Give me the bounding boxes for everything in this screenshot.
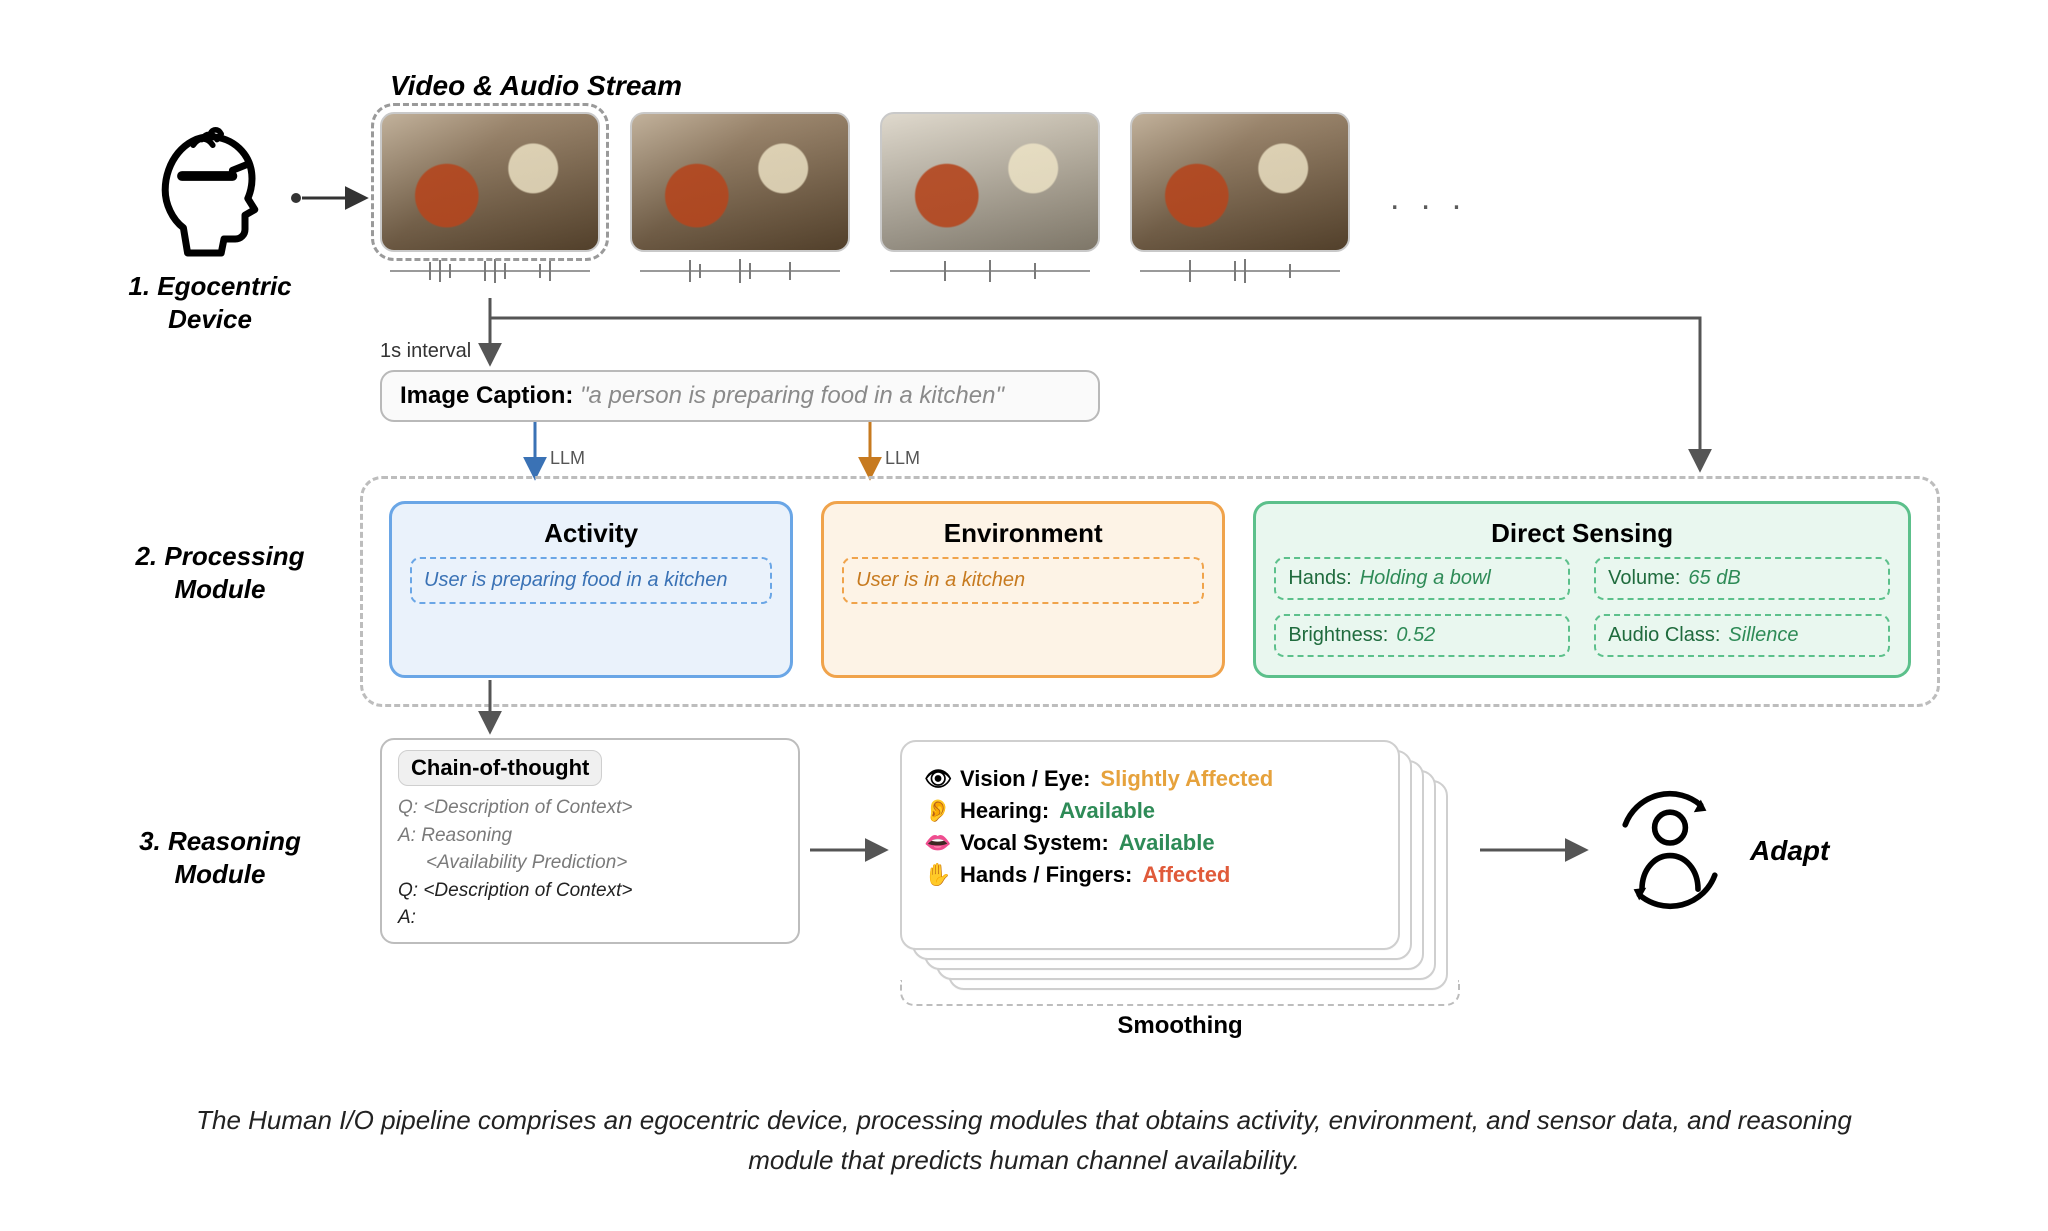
chain-of-thought-box: Chain-of-thought Q: <Description of Cont… <box>380 738 800 944</box>
sensing-grid: Hands:Holding a bowl Volume:65 dB Bright… <box>1274 557 1890 657</box>
environment-box: Environment User is in a kitchen <box>821 501 1225 678</box>
cot-line: <Availability Prediction> <box>398 849 782 877</box>
section-2-label: 2. Processing Module <box>110 540 330 605</box>
section-3-label: 3. Reasoning Module <box>110 825 330 890</box>
arrow-channels-to-adapt <box>1480 840 1590 860</box>
arrow-processing-to-reasoning <box>480 680 500 736</box>
channel-hearing: 👂Hearing: Available <box>924 798 1376 824</box>
channel-hands: ✋Hands / Fingers: Affected <box>924 862 1376 888</box>
section-1-label: 1. Egocentric Device <box>110 270 310 335</box>
eye-icon: 👁 <box>924 766 950 792</box>
caption-label: Image Caption: <box>400 382 573 409</box>
activity-box: Activity User is preparing food in a kit… <box>389 501 793 678</box>
pipeline-diagram: 1. Egocentric Device Video & Audio Strea… <box>80 40 1968 1060</box>
caption-text: "a person is preparing food in a kitchen… <box>580 382 1004 409</box>
channel-card: 👁Vision / Eye: Slightly Affected 👂Hearin… <box>900 740 1400 950</box>
adapt-icon <box>1600 780 1740 925</box>
arrow-head-to-stream <box>290 188 370 208</box>
cot-line: Q: <Description of Context> <box>398 877 782 905</box>
llm-label-environment: LLM <box>885 448 920 469</box>
ear-icon: 👂 <box>924 798 950 824</box>
llm-label-activity: LLM <box>550 448 585 469</box>
sense-volume: Volume:65 dB <box>1594 557 1890 600</box>
interval-label: 1s interval <box>380 340 471 363</box>
frame-4 <box>1130 112 1350 284</box>
audio-waveform <box>390 258 590 284</box>
activity-title: Activity <box>410 518 772 549</box>
figure-caption: The Human I/O pipeline comprises an egoc… <box>80 1100 1968 1181</box>
audio-waveform <box>1140 258 1340 284</box>
egocentric-head-icon <box>140 120 280 265</box>
processing-container: Activity User is preparing food in a kit… <box>360 476 1940 707</box>
channel-vocal: 👄Vocal System: Available <box>924 830 1376 856</box>
video-frame <box>630 112 850 252</box>
environment-title: Environment <box>842 518 1204 549</box>
frame-1 <box>380 112 600 284</box>
ellipsis: . . . <box>1390 179 1467 218</box>
stream-title: Video & Audio Stream <box>390 70 682 102</box>
audio-waveform <box>640 258 840 284</box>
cot-line: A: <box>398 904 782 932</box>
video-frame <box>880 112 1100 252</box>
video-frame <box>380 112 600 252</box>
video-frames-row: . . . <box>380 112 1467 284</box>
smoothing-label: Smoothing <box>900 1012 1460 1040</box>
arrow-caption-to-environment <box>860 422 880 482</box>
frame-2 <box>630 112 850 284</box>
direct-sensing-title: Direct Sensing <box>1274 518 1890 549</box>
cot-line: Q: <Description of Context> <box>398 794 782 822</box>
direct-sensing-box: Direct Sensing Hands:Holding a bowl Volu… <box>1253 501 1911 678</box>
sense-hands: Hands:Holding a bowl <box>1274 557 1570 600</box>
adapt-label: Adapt <box>1750 835 1829 867</box>
frame-3 <box>880 112 1100 284</box>
mouth-icon: 👄 <box>924 830 950 856</box>
sense-audio-class: Audio Class:Sillence <box>1594 614 1890 657</box>
activity-text: User is preparing food in a kitchen <box>410 557 772 604</box>
audio-waveform <box>890 258 1090 284</box>
cot-line: A: Reasoning <box>398 822 782 850</box>
image-caption-box: Image Caption: "a person is preparing fo… <box>380 370 1100 422</box>
sense-brightness: Brightness:0.52 <box>1274 614 1570 657</box>
arrow-cot-to-channels <box>810 840 890 860</box>
arrow-caption-to-activity <box>525 422 545 482</box>
channel-vision: 👁Vision / Eye: Slightly Affected <box>924 766 1376 792</box>
environment-text: User is in a kitchen <box>842 557 1204 604</box>
channels-stack: 👁Vision / Eye: Slightly Affected 👂Hearin… <box>900 740 1420 970</box>
hand-icon: ✋ <box>924 862 950 888</box>
cot-title: Chain-of-thought <box>398 750 602 786</box>
video-frame <box>1130 112 1350 252</box>
